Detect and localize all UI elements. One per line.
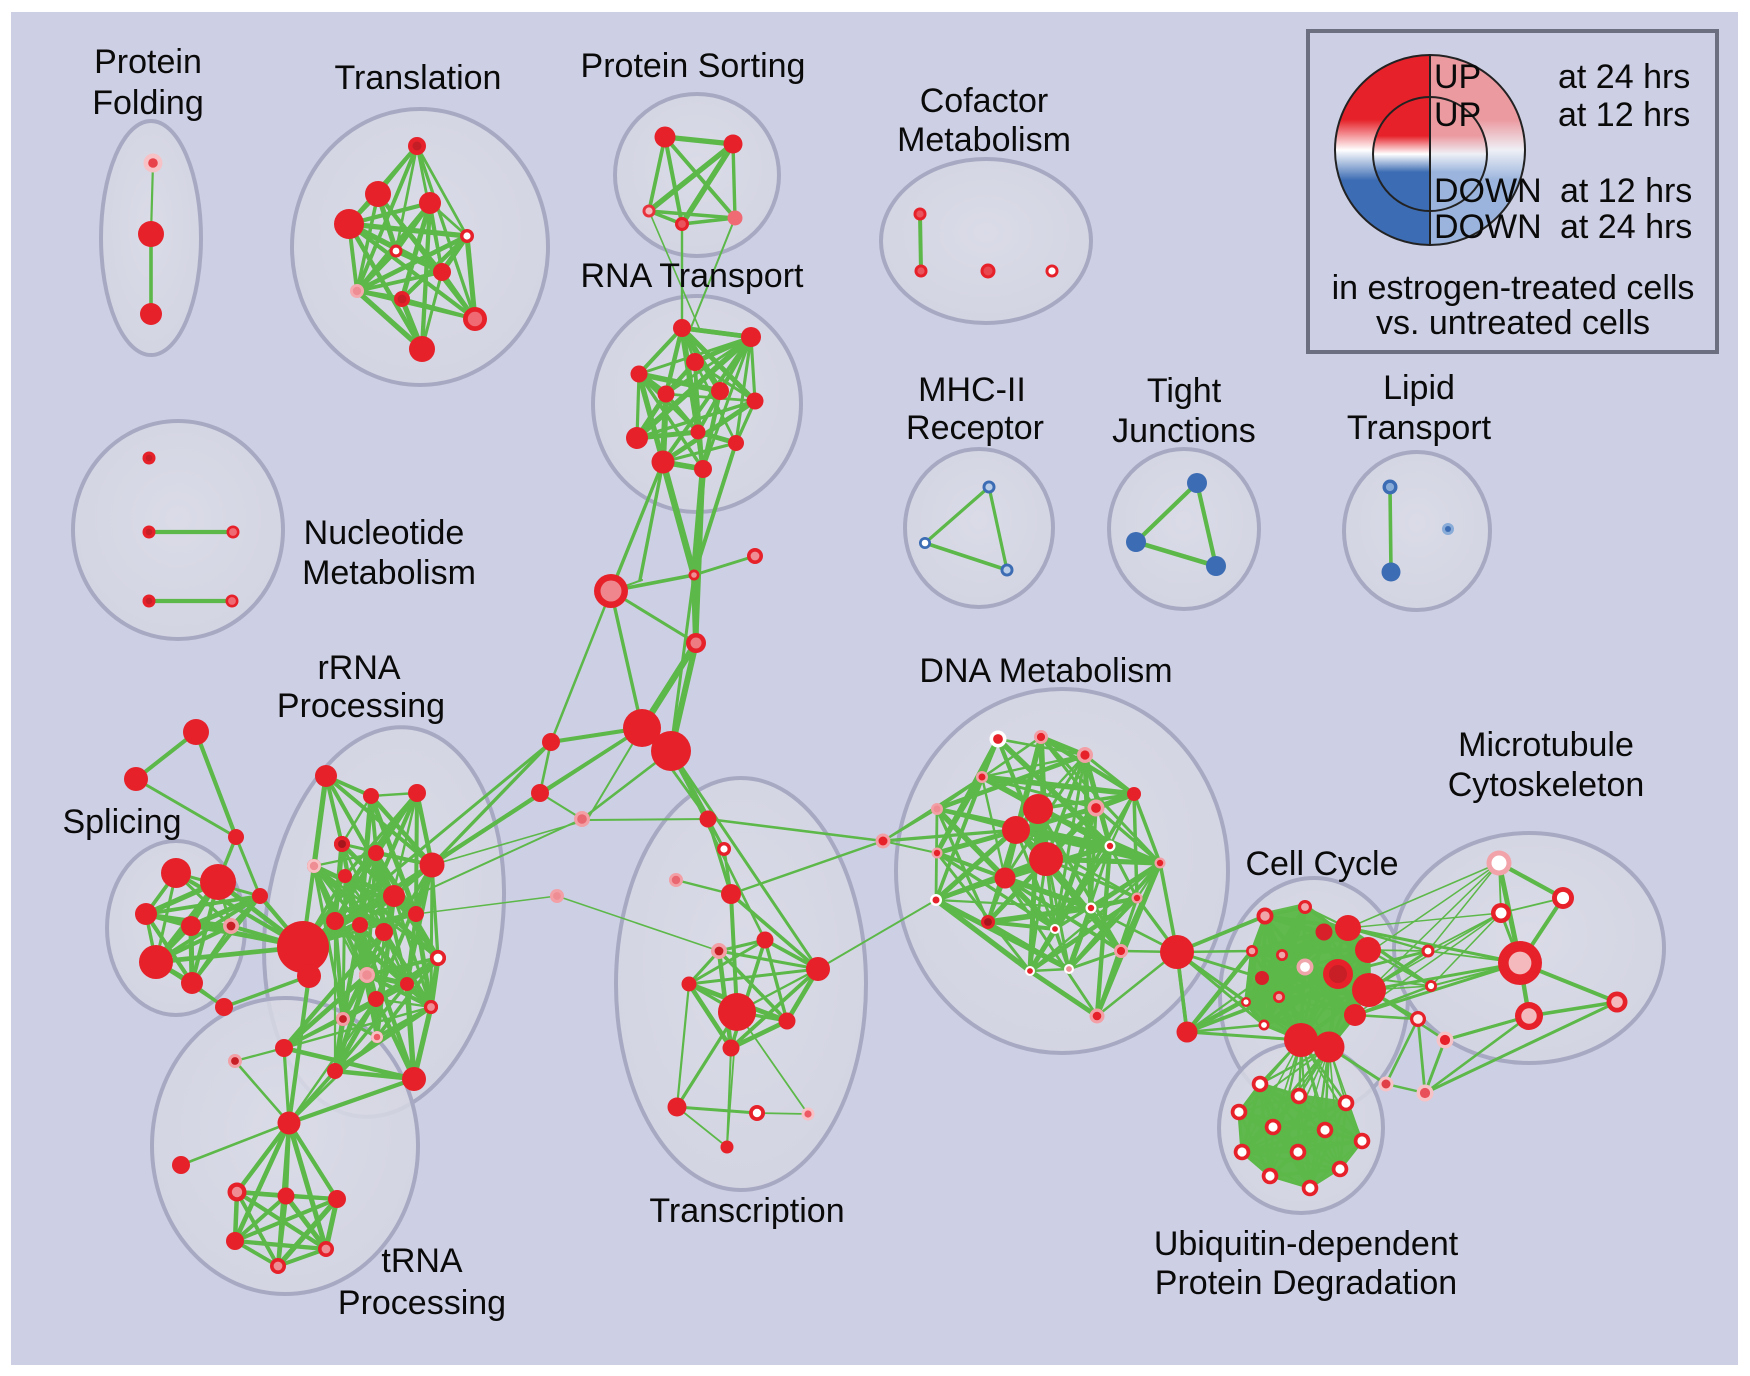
svg-text:Folding: Folding: [92, 84, 204, 122]
svg-text:Tight: Tight: [1147, 372, 1222, 410]
svg-text:Cofactor: Cofactor: [920, 82, 1049, 120]
svg-text:UP: UP: [1434, 58, 1481, 96]
svg-text:DOWN: DOWN: [1434, 208, 1542, 246]
svg-text:DOWN: DOWN: [1434, 172, 1542, 210]
svg-text:Metabolism: Metabolism: [897, 121, 1071, 159]
svg-text:Transcription: Transcription: [649, 1192, 844, 1230]
svg-text:at 24 hrs: at 24 hrs: [1558, 58, 1690, 96]
svg-text:Transport: Transport: [1347, 409, 1492, 447]
svg-text:Junctions: Junctions: [1112, 412, 1256, 450]
svg-text:in estrogen-treated cells: in estrogen-treated cells: [1332, 269, 1695, 307]
svg-text:Protein Degradation: Protein Degradation: [1155, 1264, 1457, 1302]
svg-text:Processing: Processing: [338, 1284, 506, 1322]
svg-text:Lipid: Lipid: [1383, 369, 1455, 407]
svg-text:Cytoskeleton: Cytoskeleton: [1448, 766, 1645, 804]
svg-text:MHC-II: MHC-II: [918, 371, 1026, 409]
svg-text:at 12 hrs: at 12 hrs: [1560, 172, 1692, 210]
svg-text:Protein Sorting: Protein Sorting: [581, 47, 806, 85]
svg-text:Cell Cycle: Cell Cycle: [1245, 845, 1398, 883]
svg-text:Metabolism: Metabolism: [302, 554, 476, 592]
svg-text:Translation: Translation: [335, 59, 502, 97]
svg-text:Microtubule: Microtubule: [1458, 726, 1634, 764]
svg-text:tRNA: tRNA: [381, 1242, 463, 1280]
svg-text:Protein: Protein: [94, 43, 202, 81]
svg-text:rRNA: rRNA: [317, 649, 400, 687]
svg-text:vs. untreated cells: vs. untreated cells: [1376, 304, 1650, 342]
svg-text:Receptor: Receptor: [906, 409, 1044, 447]
svg-text:at 24 hrs: at 24 hrs: [1560, 208, 1692, 246]
svg-text:RNA Transport: RNA Transport: [581, 257, 805, 295]
svg-text:DNA Metabolism: DNA Metabolism: [919, 652, 1172, 690]
svg-text:Processing: Processing: [277, 687, 445, 725]
svg-text:Ubiquitin-dependent: Ubiquitin-dependent: [1154, 1225, 1459, 1263]
svg-text:Nucleotide: Nucleotide: [304, 514, 465, 552]
svg-text:UP: UP: [1434, 96, 1481, 134]
svg-text:at 12 hrs: at 12 hrs: [1558, 96, 1690, 134]
svg-text:Splicing: Splicing: [62, 803, 181, 841]
